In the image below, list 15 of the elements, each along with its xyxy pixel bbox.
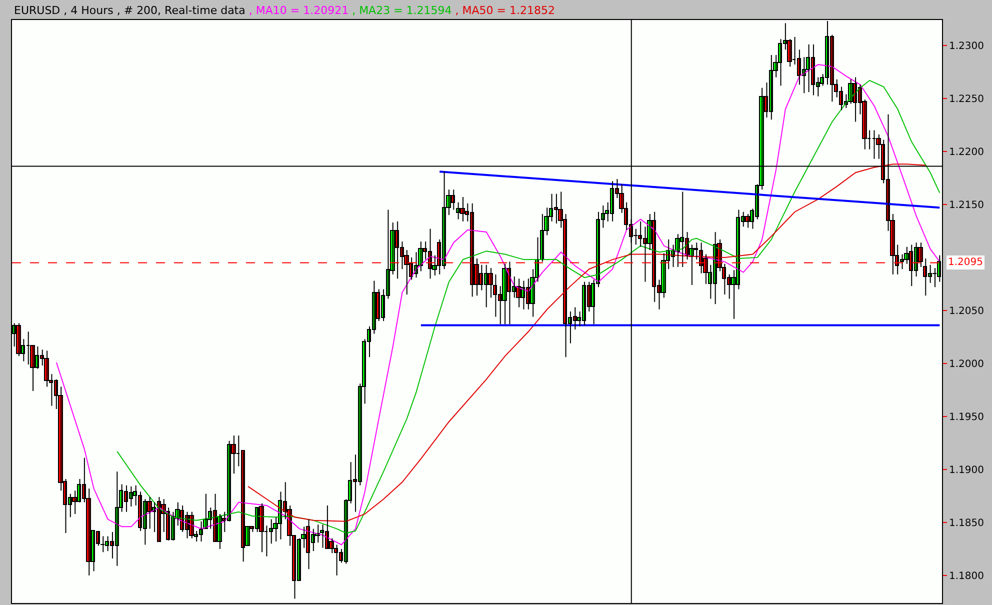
- y-tick-label: 1.1900: [949, 464, 984, 476]
- y-tick-label: 1.2150: [949, 200, 984, 211]
- y-tick-label: 1.2250: [949, 94, 984, 105]
- y-tick-label: 1.1850: [949, 518, 984, 529]
- text: , MA23 = 1.21594: [348, 4, 452, 17]
- text: , MA50 = 1.21852: [452, 4, 555, 17]
- y-tick-label: 1.2200: [949, 146, 984, 158]
- y-tick-label: 1.2300: [949, 40, 984, 52]
- y-tick-label: 1.1800: [949, 570, 984, 582]
- y-tick-label: 1.1950: [949, 412, 984, 423]
- text: , MA10 = 1.20921: [245, 4, 349, 17]
- chart-title: EURUSD , 4 Hours , # 200, Real-time data: [14, 4, 246, 17]
- y-tick-label: 1.2000: [949, 358, 984, 370]
- y-tick-label: 1.2050: [949, 306, 984, 317]
- ref-line-label: 1.2095: [948, 257, 983, 268]
